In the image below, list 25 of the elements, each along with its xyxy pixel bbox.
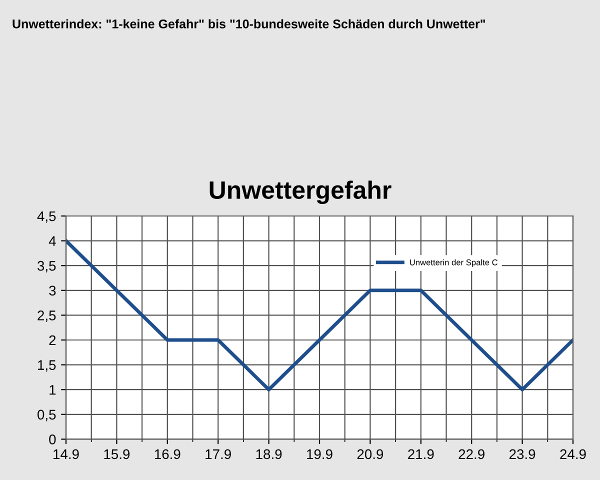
- x-tick-label: 16.9: [154, 449, 180, 460]
- x-tick-label: 24.9: [560, 449, 586, 460]
- y-tick-label: 2,5: [38, 310, 56, 322]
- x-tick-label: 19.9: [307, 449, 332, 460]
- legend-label: Unwetterin der Spalte C: [410, 259, 498, 267]
- x-tick-label: 20.9: [357, 449, 384, 460]
- x-tick-label: 23.9: [509, 449, 536, 460]
- x-tick-label: 14.9: [54, 449, 79, 460]
- y-tick-label: 0: [49, 434, 56, 444]
- y-tick-label: 0,5: [38, 410, 56, 422]
- y-tick-label: 4,5: [37, 211, 56, 223]
- chart-title: Unwettergefahr: [210, 180, 392, 204]
- y-tick-label: 3: [49, 286, 56, 296]
- y-tick-label: 3,5: [38, 260, 56, 272]
- y-tick-label: 1: [50, 385, 56, 395]
- y-tick-label: 2: [49, 335, 56, 346]
- x-tick-label: 22.9: [458, 449, 484, 460]
- chart-subtitle: Unwetterindex: "1-keine Gefahr" bis "10-bundesweite Schäden durch Unwetter": [12, 19, 485, 28]
- x-tick-label: 21.9: [408, 449, 434, 460]
- y-tick-label: 4: [48, 236, 56, 246]
- line-series: [66, 239, 573, 392]
- x-tick-label: 17.9: [206, 449, 231, 460]
- y-tick-label: 1,5: [38, 360, 56, 372]
- x-tick-label: 18.9: [256, 449, 282, 460]
- x-tick-label: 15.9: [104, 449, 130, 460]
